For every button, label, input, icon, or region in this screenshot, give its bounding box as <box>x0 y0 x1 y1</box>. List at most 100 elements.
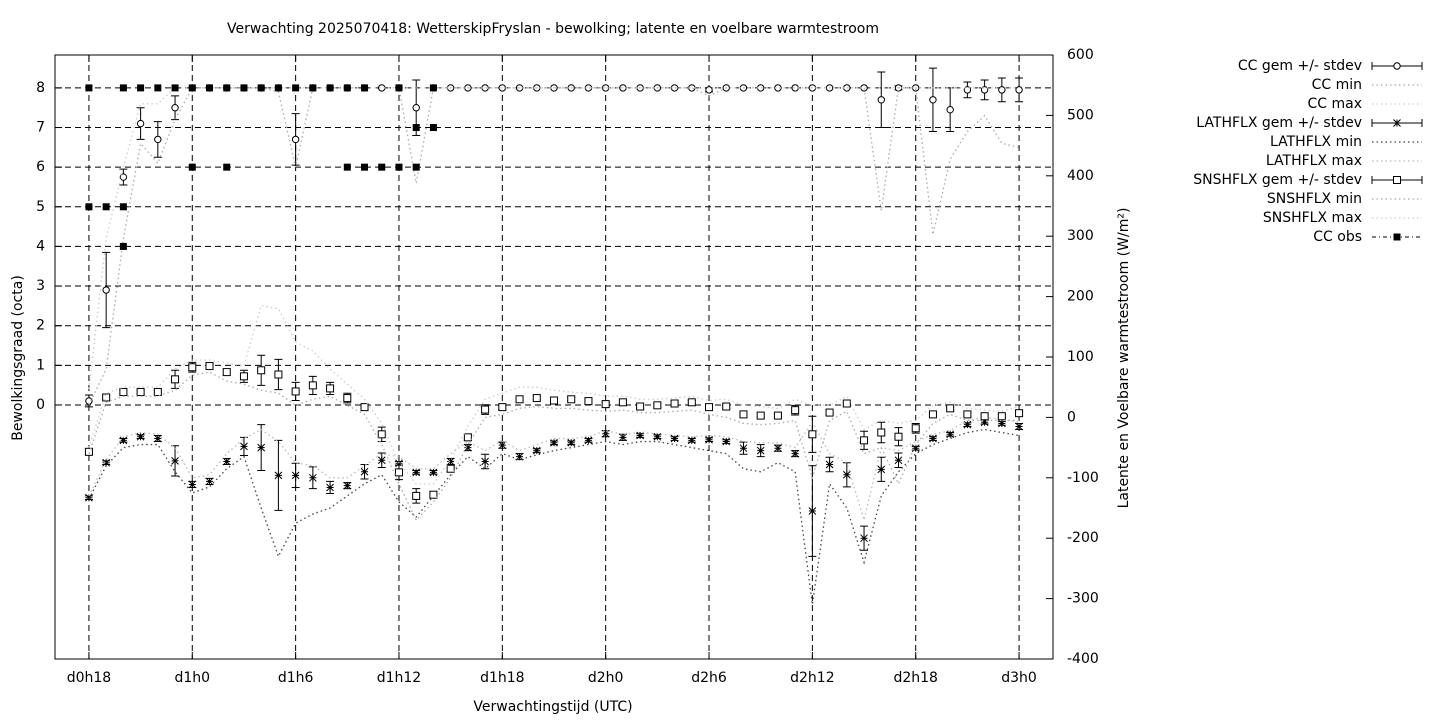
point <box>705 86 713 94</box>
point <box>928 410 937 419</box>
y2-tick-label: 0 <box>1067 409 1076 425</box>
point <box>670 399 679 408</box>
point <box>739 444 748 453</box>
point <box>463 433 472 442</box>
point <box>429 468 438 477</box>
point <box>670 434 679 443</box>
point <box>756 446 765 455</box>
point <box>825 460 834 469</box>
point <box>722 402 731 411</box>
point <box>808 507 817 515</box>
point <box>1015 86 1023 94</box>
point <box>653 401 662 410</box>
point <box>429 84 437 92</box>
point <box>188 480 197 489</box>
point <box>274 471 283 480</box>
point <box>791 406 800 415</box>
min-max-line <box>88 304 1020 485</box>
point <box>429 490 438 499</box>
point <box>85 203 93 211</box>
chart-title: Verwachting 2025070418: WetterskipFrysla… <box>227 21 879 37</box>
y-tick-label: 5 <box>36 199 45 215</box>
point <box>412 491 421 500</box>
point <box>481 405 490 414</box>
point <box>946 430 955 439</box>
legend-label: CC gem +/- stdev <box>1238 58 1362 74</box>
x-tick-label: d0h18 <box>67 670 111 686</box>
point <box>274 84 282 92</box>
y-tick-label: 4 <box>36 238 45 254</box>
point <box>963 420 972 429</box>
legend-label: LATHFLX gem +/- stdev <box>1196 115 1362 131</box>
point <box>464 443 472 452</box>
point <box>722 437 731 446</box>
point <box>102 286 110 294</box>
point <box>980 412 989 421</box>
point <box>911 424 920 433</box>
point <box>343 84 351 92</box>
y2-tick-label: -300 <box>1067 591 1099 607</box>
point <box>739 410 748 419</box>
point <box>206 84 214 92</box>
point <box>136 388 145 397</box>
point <box>188 84 196 92</box>
point <box>377 430 386 439</box>
point <box>361 163 369 171</box>
point <box>860 534 868 543</box>
point <box>997 419 1006 428</box>
point <box>601 400 610 409</box>
point <box>308 381 317 390</box>
point <box>377 456 386 465</box>
point <box>446 464 455 473</box>
point <box>153 434 162 443</box>
y2-tick-label: 200 <box>1067 289 1094 305</box>
point <box>154 84 162 92</box>
plot-frame <box>54 54 1054 660</box>
point <box>343 163 351 171</box>
point <box>705 435 713 444</box>
point <box>997 412 1006 421</box>
point <box>291 471 300 480</box>
y-tick-label: 6 <box>36 159 45 175</box>
point <box>515 395 524 404</box>
point <box>567 395 576 404</box>
point <box>136 432 145 441</box>
y2-tick-label: 400 <box>1067 168 1094 184</box>
y2-tick-label: -200 <box>1067 530 1099 546</box>
point <box>705 403 714 412</box>
point <box>136 119 145 128</box>
y2-tick-label: 300 <box>1067 228 1094 244</box>
x-tick-label: d2h6 <box>691 670 727 686</box>
point <box>946 105 954 114</box>
y-tick-label: 0 <box>36 397 45 413</box>
x-tick-label: d1h0 <box>174 670 210 686</box>
point <box>274 370 283 379</box>
point <box>894 432 903 441</box>
point <box>205 362 214 371</box>
point <box>240 442 248 451</box>
point <box>687 436 696 445</box>
point <box>498 441 507 450</box>
x-tick-label: d1h6 <box>278 670 314 686</box>
y2-tick-label: -100 <box>1067 470 1099 486</box>
point <box>791 449 799 458</box>
y2-tick-label: 100 <box>1067 349 1094 365</box>
legend-label: CC min <box>1312 77 1362 93</box>
point <box>412 163 420 171</box>
point <box>842 470 851 479</box>
point <box>601 429 610 438</box>
point <box>825 408 834 417</box>
point <box>84 447 93 456</box>
point <box>291 135 300 144</box>
point <box>877 96 885 104</box>
point <box>515 452 524 461</box>
min-max-line <box>88 428 1020 605</box>
point <box>360 403 369 412</box>
point <box>102 458 111 467</box>
x-tick-label: d1h12 <box>377 670 421 686</box>
point <box>1015 422 1023 431</box>
point <box>946 404 955 413</box>
point <box>188 163 196 171</box>
point <box>1015 409 1024 418</box>
legend-label: CC obs <box>1313 229 1362 245</box>
